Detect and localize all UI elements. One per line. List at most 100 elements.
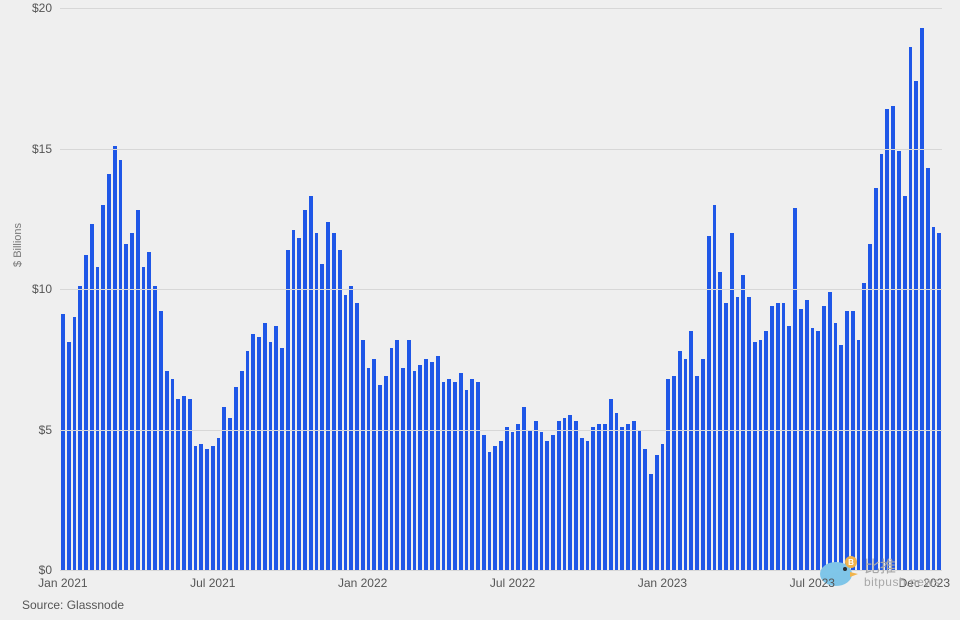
bar xyxy=(453,382,457,570)
watermark-text: 比推 bitpush.news xyxy=(864,560,940,588)
bar xyxy=(332,233,336,570)
bar xyxy=(632,421,636,570)
bar xyxy=(811,328,815,570)
bar xyxy=(718,272,722,570)
x-tick-label: Jan 2021 xyxy=(38,576,87,590)
bar xyxy=(390,348,394,570)
bar xyxy=(816,331,820,570)
bar xyxy=(689,331,693,570)
bar xyxy=(874,188,878,570)
bar xyxy=(142,267,146,570)
bar xyxy=(759,340,763,570)
bar xyxy=(505,427,509,570)
x-tick-label: Jul 2021 xyxy=(190,576,235,590)
bar xyxy=(597,424,601,570)
bar xyxy=(764,331,768,570)
bar xyxy=(211,446,215,570)
bar xyxy=(666,379,670,570)
bar xyxy=(736,297,740,570)
bar xyxy=(286,250,290,570)
bar xyxy=(545,441,549,570)
bar xyxy=(880,154,884,570)
bar xyxy=(845,311,849,570)
bar xyxy=(355,303,359,570)
bar xyxy=(540,432,544,570)
bar xyxy=(609,399,613,570)
bar xyxy=(234,387,238,570)
bar xyxy=(73,317,77,570)
bar xyxy=(672,376,676,570)
bar xyxy=(459,373,463,570)
bar xyxy=(643,449,647,570)
bar xyxy=(338,250,342,570)
bar xyxy=(684,359,688,570)
y-tick-label: $0 xyxy=(0,563,52,577)
bar xyxy=(401,368,405,570)
grid-line xyxy=(60,149,942,150)
bar xyxy=(926,168,930,570)
bar xyxy=(787,326,791,570)
bar xyxy=(182,396,186,570)
bar xyxy=(776,303,780,570)
bar xyxy=(511,432,515,570)
bar xyxy=(914,81,918,570)
bar xyxy=(493,446,497,570)
bar xyxy=(228,418,232,570)
bar xyxy=(678,351,682,570)
bar xyxy=(199,444,203,570)
bar xyxy=(222,407,226,570)
x-tick-label: Jul 2022 xyxy=(490,576,535,590)
bar xyxy=(130,233,134,570)
y-tick-label: $20 xyxy=(0,1,52,15)
bar xyxy=(730,233,734,570)
svg-text:B: B xyxy=(848,558,854,567)
bar xyxy=(603,424,607,570)
bar xyxy=(153,286,157,570)
bar xyxy=(280,348,284,570)
bar xyxy=(499,441,503,570)
volume-bar-chart: $ Billions Source: Glassnode Dec 2023 B … xyxy=(0,0,960,620)
bar xyxy=(857,340,861,570)
bar xyxy=(862,283,866,570)
bar xyxy=(165,371,169,571)
x-tick-label: Jan 2023 xyxy=(638,576,687,590)
bar xyxy=(586,441,590,570)
bar xyxy=(90,224,94,570)
bar xyxy=(205,449,209,570)
bar xyxy=(188,399,192,570)
bar xyxy=(269,342,273,570)
bar xyxy=(626,424,630,570)
bar xyxy=(136,210,140,570)
bar xyxy=(251,334,255,570)
bar xyxy=(413,371,417,571)
bar xyxy=(171,379,175,570)
bar xyxy=(61,314,65,570)
bar xyxy=(384,376,388,570)
bar xyxy=(615,413,619,570)
bar xyxy=(194,446,198,570)
bar xyxy=(828,292,832,570)
bar xyxy=(793,208,797,570)
bar xyxy=(557,421,561,570)
bar xyxy=(315,233,319,570)
bar xyxy=(851,311,855,570)
bar xyxy=(320,264,324,570)
bar xyxy=(67,342,71,570)
bar xyxy=(217,438,221,570)
bar xyxy=(799,309,803,570)
bar xyxy=(344,295,348,570)
bar xyxy=(891,106,895,570)
bar xyxy=(124,244,128,570)
bar xyxy=(822,306,826,570)
bar xyxy=(574,421,578,570)
bar xyxy=(638,430,642,571)
bar xyxy=(113,146,117,570)
bar xyxy=(159,311,163,570)
bar xyxy=(274,326,278,570)
watermark-url-label: bitpush.news xyxy=(864,576,940,588)
bar xyxy=(84,255,88,570)
bar xyxy=(176,399,180,570)
bar xyxy=(263,323,267,570)
bar xyxy=(580,438,584,570)
bar xyxy=(782,303,786,570)
